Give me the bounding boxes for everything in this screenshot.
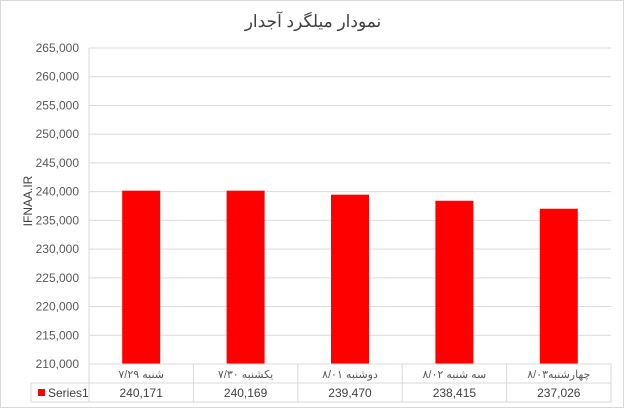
y-tick-label: 225,000	[36, 271, 80, 285]
data-table-value: 240,171	[120, 386, 164, 400]
y-tick-label: 235,000	[36, 213, 80, 227]
y-tick-label: 210,000	[36, 357, 80, 371]
data-table-value: 239,470	[328, 386, 372, 400]
bar	[331, 194, 369, 364]
x-category-label: یکشنبه ۷/۳۰	[218, 369, 273, 381]
data-table-value: 237,026	[537, 386, 581, 400]
bar	[226, 190, 265, 364]
y-tick-label: 260,000	[36, 70, 80, 84]
y-tick-label: 255,000	[36, 98, 80, 112]
bar	[122, 190, 161, 364]
x-category-label: دوشنبه ۸/۰۱	[322, 369, 378, 381]
chart-title: نمودار میلگرد آجدار	[244, 10, 382, 32]
x-category-label: سه شنبه ۸/۰۲	[423, 369, 487, 381]
y-axis-label: IFNAA.IR	[21, 175, 35, 226]
legend-key	[38, 389, 45, 396]
y-tick-label: 265,000	[36, 41, 80, 55]
bar	[539, 208, 578, 364]
legend-series-name: Series1	[48, 386, 89, 400]
x-category-label: چهارشنبه۸/۰۳	[527, 369, 590, 381]
y-tick-label: 220,000	[36, 300, 80, 314]
y-tick-label: 245,000	[36, 156, 80, 170]
y-tick-label: 250,000	[36, 127, 80, 141]
y-tick-label: 230,000	[36, 242, 80, 256]
data-table-value: 240,169	[224, 386, 268, 400]
y-tick-label: 240,000	[36, 185, 80, 199]
data-table-value: 238,415	[433, 386, 477, 400]
bar	[435, 200, 474, 364]
x-category-label: شنبه ۷/۲۹	[118, 369, 164, 381]
y-tick-label: 215,000	[36, 328, 80, 342]
